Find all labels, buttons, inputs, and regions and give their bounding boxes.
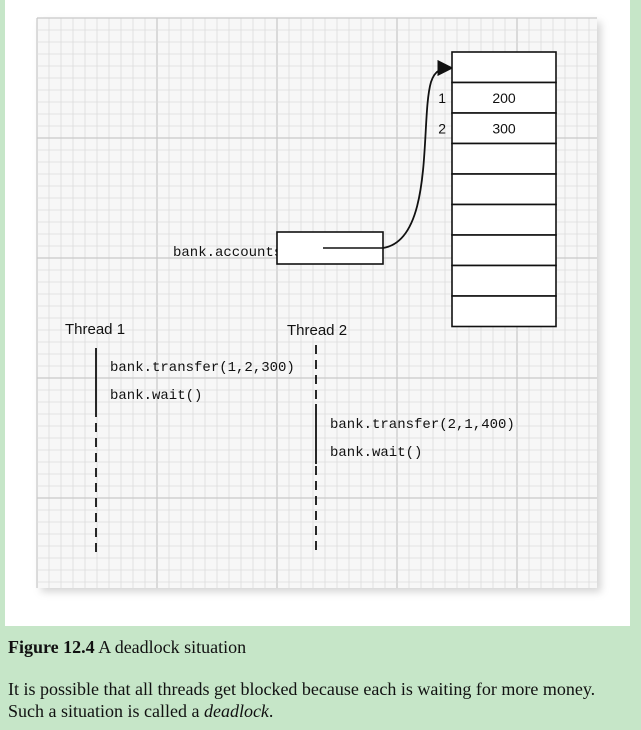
- grid-lines: [36, 17, 597, 588]
- array-index-label: 2: [438, 120, 446, 136]
- thread-call: bank.wait(): [330, 445, 422, 461]
- array-cell: [451, 173, 557, 206]
- thread-call: bank.transfer(1,2,300): [110, 360, 295, 376]
- figure-label: Figure 12.4: [8, 637, 95, 657]
- array-cell: [451, 142, 557, 175]
- thread-label: Thread 1: [65, 321, 125, 338]
- array-cell-value: 200: [492, 90, 516, 106]
- thread-call: bank.transfer(2,1,400): [330, 417, 515, 433]
- figure-caption: Figure 12.4 A deadlock situation: [8, 636, 628, 658]
- array-cell: [451, 51, 557, 84]
- array-cell: [451, 234, 557, 267]
- caption-block: Figure 12.4 A deadlock situation It is p…: [8, 636, 628, 722]
- pointer-arrow: [382, 59, 454, 249]
- thread-call: bank.wait(): [110, 388, 202, 404]
- array-index-label: 1: [438, 90, 446, 106]
- array-cell: [451, 203, 557, 236]
- figure-panel: bank.accounts 200 1 300 2 Thread 1 bank.tran…: [5, 0, 630, 626]
- body-paragraph: It is possible that all threads get bloc…: [8, 678, 628, 722]
- deadlock-diagram: bank.accounts 200 1 300 2 Thread 1 bank.tran…: [36, 17, 601, 592]
- paragraph-end: .: [268, 701, 274, 721]
- threads: Thread 1 bank.transfer(1,2,300) bank.wait(…: [65, 321, 515, 552]
- array-cell-value: 300: [492, 120, 516, 136]
- array-cell: [451, 264, 557, 297]
- accounts-array: 200 1 300 2: [438, 51, 557, 328]
- deadlock-term: deadlock: [203, 701, 269, 721]
- figure-title: A deadlock situation: [98, 637, 247, 657]
- array-cell: [451, 81, 557, 114]
- array-cell: [451, 295, 557, 328]
- paragraph-text: It is possible that all threads get bloc…: [8, 679, 596, 721]
- reference-label: bank.accounts: [173, 245, 282, 261]
- thread-label: Thread 2: [287, 322, 347, 339]
